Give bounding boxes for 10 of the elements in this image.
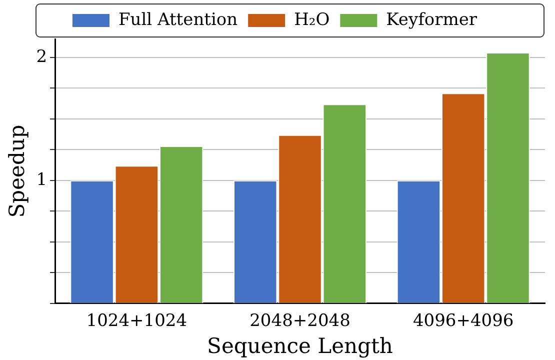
y-tick-label: 1 bbox=[36, 170, 48, 190]
x-axis-title: Sequence Length bbox=[207, 334, 393, 358]
x-tick-label: 2048+2048 bbox=[250, 311, 350, 332]
y-axis-title: Speedup bbox=[5, 124, 30, 218]
x-tick-label: 1024+1024 bbox=[86, 311, 188, 332]
y-tick-label: 2 bbox=[36, 46, 48, 67]
x-tick-label: 4096+4096 bbox=[412, 311, 514, 332]
legend-label: Full Attention bbox=[118, 10, 238, 30]
legend-label: Keyformer bbox=[386, 10, 478, 30]
legend-label: H₂O bbox=[294, 10, 330, 30]
